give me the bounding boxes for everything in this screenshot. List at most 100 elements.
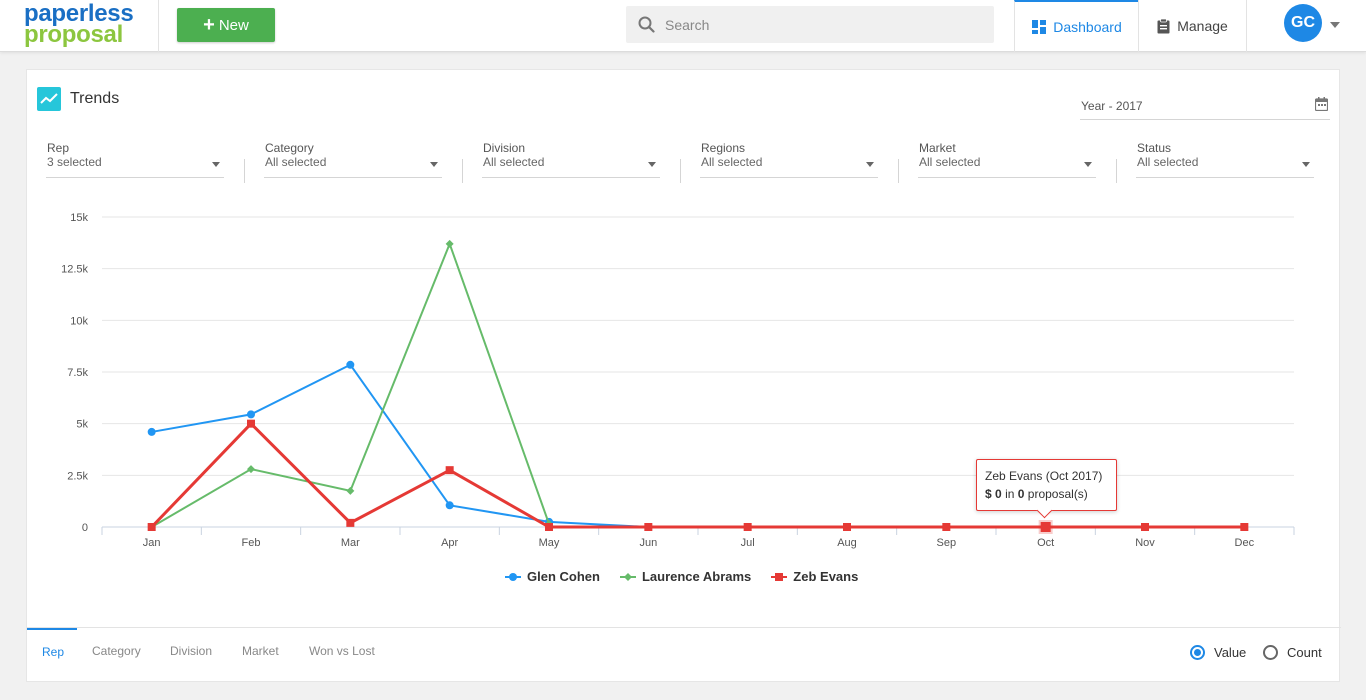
- legend-label: Glen Cohen: [527, 569, 600, 584]
- dropdown-caret-icon: [866, 162, 874, 167]
- x-tick-label: Feb: [242, 537, 261, 549]
- dropdown-caret-icon: [212, 162, 220, 167]
- plus-icon: +: [203, 14, 215, 36]
- filter-regions[interactable]: Regions All selected: [700, 140, 878, 178]
- series-line: [151, 241, 550, 528]
- filter-label: Regions: [701, 141, 746, 155]
- x-tick-label: Jul: [741, 537, 755, 549]
- filter-value: 3 selected: [47, 155, 102, 169]
- radio-unselected-icon[interactable]: [1263, 645, 1278, 660]
- data-point: [445, 466, 454, 475]
- tab-division[interactable]: Division: [170, 644, 213, 658]
- tab-market[interactable]: Market: [242, 644, 279, 658]
- series-line: [151, 363, 649, 528]
- data-point: [545, 523, 553, 531]
- data-point: [247, 419, 255, 428]
- nav-tab-dashboard[interactable]: Dashboard: [1014, 0, 1139, 52]
- app-logo[interactable]: paperless proposal: [24, 2, 134, 48]
- filter-rep[interactable]: Rep 3 selected: [46, 140, 224, 178]
- filter-value: All selected: [919, 155, 981, 169]
- new-button[interactable]: + New: [177, 8, 275, 42]
- tab-rep[interactable]: Rep: [27, 628, 77, 676]
- clipboard-icon: [1157, 18, 1170, 33]
- y-tick-label: 2.5k: [67, 470, 88, 482]
- filter-value: All selected: [1137, 155, 1199, 169]
- filter-separator: [1116, 159, 1117, 183]
- x-tick-label: May: [539, 537, 560, 549]
- bottom-tab-bar: Rep Category Division Market Won vs Lost…: [27, 627, 1341, 683]
- filter-label: Status: [1137, 141, 1172, 155]
- x-tick-label: Oct: [1037, 537, 1054, 549]
- chart-tooltip: Zeb Evans (Oct 2017) $ 0 in 0 proposal(s…: [976, 459, 1117, 511]
- data-point: [346, 360, 355, 369]
- tooltip-body: $ 0 in 0 proposal(s): [985, 485, 1108, 503]
- radio-count[interactable]: Count: [1263, 645, 1322, 660]
- x-tick-label: Apr: [441, 537, 458, 549]
- user-avatar[interactable]: GC: [1284, 4, 1322, 42]
- legend-item-glen-cohen[interactable]: Glen Cohen: [505, 569, 600, 584]
- data-point: [1240, 523, 1249, 531]
- chart-legend: Glen Cohen Laurence Abrams Zeb Evans: [505, 569, 858, 584]
- radio-value[interactable]: Value: [1190, 645, 1246, 660]
- data-point: [147, 427, 156, 436]
- x-tick-label: Mar: [341, 537, 360, 549]
- legend-circle-marker-icon: [505, 572, 521, 581]
- top-bar: paperless proposal + New Dashboard Manag…: [0, 0, 1366, 52]
- highlighted-data-point: [1040, 522, 1051, 532]
- filter-value: All selected: [483, 155, 545, 169]
- legend-label: Zeb Evans: [793, 569, 859, 584]
- legend-label: Laurence Abrams: [641, 569, 752, 584]
- data-point: [247, 465, 255, 474]
- y-tick-label: 5k: [76, 419, 88, 431]
- legend-diamond-marker-icon: [619, 572, 636, 581]
- filter-value: All selected: [701, 155, 763, 169]
- search-icon: [638, 16, 655, 33]
- dropdown-caret-icon: [1302, 162, 1310, 167]
- filter-label: Division: [483, 141, 526, 155]
- dropdown-caret-icon: [648, 162, 656, 167]
- dropdown-caret-icon: [1084, 162, 1092, 167]
- logo-line-2: proposal: [24, 21, 123, 48]
- radio-count-label: Count: [1287, 645, 1322, 660]
- filter-separator: [680, 159, 681, 183]
- x-tick-label: Jan: [143, 537, 161, 549]
- legend-item-laurence-abrams[interactable]: Laurence Abrams: [619, 569, 752, 584]
- filter-category[interactable]: Category All selected: [264, 140, 442, 178]
- data-point: [942, 523, 951, 531]
- x-tick-label: Sep: [937, 537, 957, 549]
- calendar-icon[interactable]: [1315, 97, 1328, 111]
- tab-won-vs-lost[interactable]: Won vs Lost: [309, 644, 375, 658]
- y-tick-label: 0: [82, 522, 88, 534]
- filter-label: Market: [919, 141, 956, 155]
- search-input[interactable]: [665, 16, 965, 33]
- data-point: [445, 239, 454, 248]
- data-point: [346, 486, 355, 495]
- tooltip-amount: 0: [995, 487, 1002, 501]
- card-title: Trends: [37, 87, 119, 111]
- nav-tab-manage[interactable]: Manage: [1138, 0, 1247, 52]
- filter-separator: [462, 159, 463, 183]
- filter-market[interactable]: Market All selected: [918, 140, 1096, 178]
- nav-dashboard-label: Dashboard: [1053, 19, 1122, 35]
- tooltip-suffix: proposal(s): [1027, 487, 1088, 501]
- filter-label: Category: [265, 141, 314, 155]
- x-tick-label: Nov: [1135, 537, 1155, 549]
- header-divider: [158, 0, 159, 52]
- dashboard-icon: [1032, 20, 1047, 34]
- data-point: [147, 523, 156, 531]
- user-menu-caret-icon[interactable]: [1330, 22, 1340, 28]
- legend-item-zeb-evans[interactable]: Zeb Evans: [771, 569, 858, 584]
- search-box[interactable]: [626, 6, 994, 43]
- tooltip-count: 0: [1017, 487, 1025, 501]
- series-line: [150, 421, 1245, 529]
- trend-line-icon: [37, 87, 61, 111]
- filter-value: All selected: [265, 155, 327, 169]
- filter-status[interactable]: Status All selected: [1136, 140, 1314, 178]
- tooltip-in: in: [1005, 487, 1015, 501]
- filter-division[interactable]: Division All selected: [482, 140, 660, 178]
- filter-separator: [244, 159, 245, 183]
- data-point: [346, 518, 355, 527]
- tab-category[interactable]: Category: [92, 644, 141, 658]
- year-picker[interactable]: Year - 2017: [1080, 96, 1330, 120]
- radio-selected-icon[interactable]: [1190, 645, 1205, 660]
